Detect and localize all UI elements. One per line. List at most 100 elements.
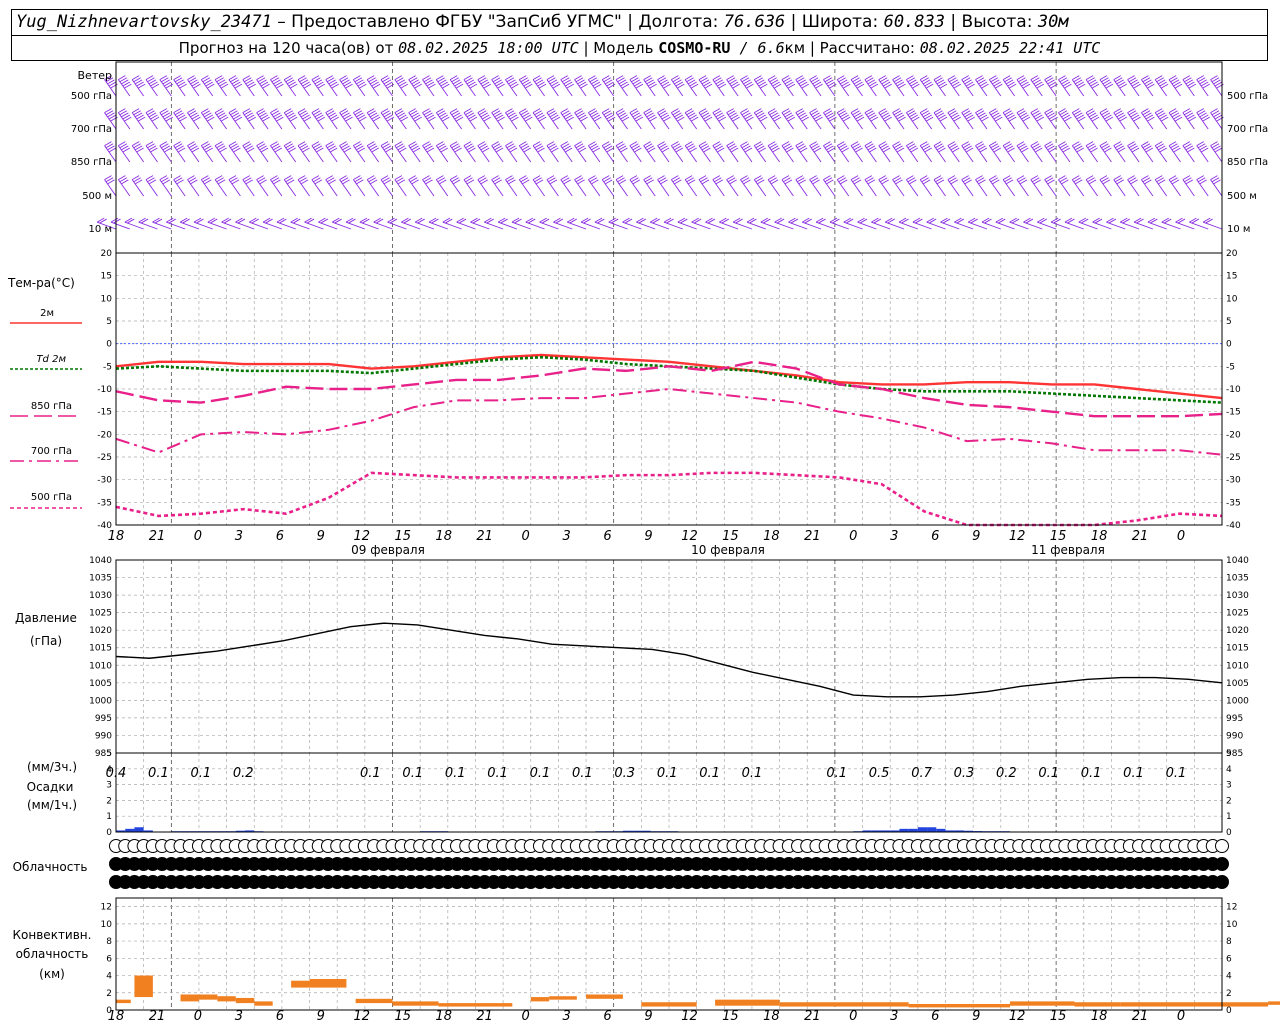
wind-flag-4-45-1: [514, 218, 522, 224]
wind-flag-0-93-2: [964, 79, 972, 85]
wind-barb-3-13.5: [228, 179, 241, 197]
temp-tick-left-6: -10: [97, 385, 112, 395]
wind-flag-0-111-0: [1127, 75, 1135, 81]
wind-flag-0-25.5-2: [342, 79, 350, 85]
wind-flag-3-33-1: [409, 177, 418, 183]
wind-barb-3-37.5: [449, 179, 462, 197]
wind-barb-4-43.5: [497, 221, 518, 230]
wind-flag-2-43.5-1: [506, 143, 515, 149]
conv-bar-18: [908, 1003, 1011, 1008]
wind-flag-1-37.5-4: [455, 116, 464, 122]
wind-flag-3-51-0: [574, 175, 582, 181]
wind-flag-1-99-2: [1019, 112, 1028, 118]
precip-bar-82: [871, 830, 881, 832]
wind-flag-3-69-2: [743, 179, 751, 185]
wind-flag-3-108-1: [1101, 177, 1109, 183]
wind-barb-1-13.5: [228, 112, 241, 130]
wind-barb-1-96: [988, 112, 1002, 130]
wind-flag-2-19.5-2: [287, 145, 295, 151]
wind-barb-3-85.5: [892, 179, 905, 197]
wind-flag-1-94.5-4: [981, 116, 989, 122]
wind-flag-1-96-3: [993, 114, 1002, 120]
wind-flag-1-18-1: [271, 110, 280, 116]
wind-flag-0-63-1: [686, 77, 694, 83]
wind-flag-3-100.5-1: [1032, 177, 1040, 183]
precip-bar-92: [963, 830, 974, 832]
wind-barb-0-61.5: [670, 79, 684, 97]
wind-flag-1-73.5-0: [781, 108, 790, 114]
wind-flag-1-112.5-3: [1145, 114, 1154, 120]
wind-flag-2-73.5-0: [781, 141, 790, 147]
wind-flag-1-28.5-0: [366, 108, 375, 114]
wind-flag-0-69-2: [743, 79, 751, 85]
wind-flag-2-18-1: [271, 143, 280, 149]
wind-flag-0-42-4: [497, 83, 505, 89]
precip-bar-87: [917, 827, 928, 832]
legend-2m: 2м: [40, 308, 54, 319]
wind-barb-0-118.5: [1196, 79, 1209, 97]
wind-level-850gpa-right: 850 гПа: [1227, 157, 1268, 168]
wind-flag-2-28.5-0: [366, 141, 375, 147]
wind-flag-2-117-3: [1187, 147, 1195, 153]
wind-flag-0-52.5-0: [588, 75, 596, 81]
wind-barb-4-33: [401, 221, 421, 230]
wind-flag-2-21-1: [299, 143, 307, 149]
wind-flag-0-46.5-3: [537, 81, 545, 87]
wind-flag-1-30-2: [383, 112, 392, 118]
wind-barb-4-3: [124, 221, 144, 230]
wind-flag-4-75-0: [788, 217, 796, 223]
wind-barb-3-16.5: [256, 179, 269, 197]
wind-flag-2-49.5-1: [562, 143, 570, 149]
wind-barb-0-43.5: [505, 79, 518, 97]
wind-flag-0-112.5-0: [1141, 75, 1149, 81]
wind-flag-0-102-3: [1048, 81, 1057, 87]
wind-flag-4-76.5-0: [802, 217, 810, 223]
wind-level-10m-left: 10 м: [89, 224, 112, 235]
wind-flag-3-70.5-1: [755, 177, 764, 183]
wind-barb-4-13.5: [221, 221, 241, 230]
wind-barb-0-12: [214, 79, 227, 97]
wind-flag-0-105-1: [1073, 77, 1081, 83]
wind-flag-3-72-1: [769, 177, 777, 183]
wind-flag-2-79.5-1: [838, 143, 846, 149]
wind-flag-0-58.5-1: [644, 77, 653, 83]
wind-flag-0-64.5-4: [704, 83, 713, 89]
wind-flag-0-112.5-2: [1144, 79, 1152, 85]
conv-bar-4: [217, 996, 236, 1002]
wind-flag-2-70.5-0: [754, 141, 762, 147]
conv-bar-21: [1120, 1002, 1269, 1007]
wind-flag-0-15-4: [248, 83, 256, 89]
wind-flag-0-67.5-0: [726, 75, 734, 81]
wind-flag-3-27-0: [353, 175, 361, 181]
wind-flag-0-42-0: [491, 75, 499, 81]
wind-barb-1-87: [906, 112, 919, 130]
wind-barb-4-49.5: [553, 221, 573, 230]
wind-barb-2-39: [463, 145, 476, 163]
wind-barb-4-67.5: [719, 221, 739, 230]
wind-flag-4-45-0: [511, 217, 520, 223]
wind-flag-0-67.5-4: [732, 83, 740, 89]
wind-flag-0-4.5-1: [147, 77, 155, 83]
wind-flag-1-55.5-4: [621, 116, 630, 122]
wind-barb-1-46.5: [532, 112, 545, 130]
wind-flag-1-0-2: [107, 112, 115, 118]
wind-flag-1-88.5-3: [924, 114, 932, 120]
wind-barb-4-103.5: [1050, 221, 1071, 230]
hour-label-conv-16: 18: [763, 1009, 780, 1024]
hour-label-conv-0: 18: [108, 1009, 125, 1024]
hour-label-temp-1: 21: [149, 529, 166, 544]
wind-flag-0-7.5-3: [177, 81, 186, 87]
wind-flag-3-66-1: [714, 177, 722, 183]
wind-barb-2-102: [1044, 145, 1057, 163]
wind-flag-3-42-2: [494, 179, 502, 185]
wind-flag-3-7.5-0: [173, 175, 181, 181]
wind-barb-2-25.5: [339, 145, 352, 163]
precip-title: Осадки: [27, 780, 74, 794]
wind-flag-3-63-2: [687, 179, 696, 185]
wind-flag-0-81-1: [852, 77, 860, 83]
precip-bar-57: [641, 830, 651, 832]
wind-flag-1-1.5-3: [122, 114, 131, 120]
wind-flag-2-109.5-3: [1118, 147, 1126, 153]
pres-tick-left-9: 995: [95, 714, 112, 724]
wind-flag-2-28.5-2: [369, 145, 378, 151]
